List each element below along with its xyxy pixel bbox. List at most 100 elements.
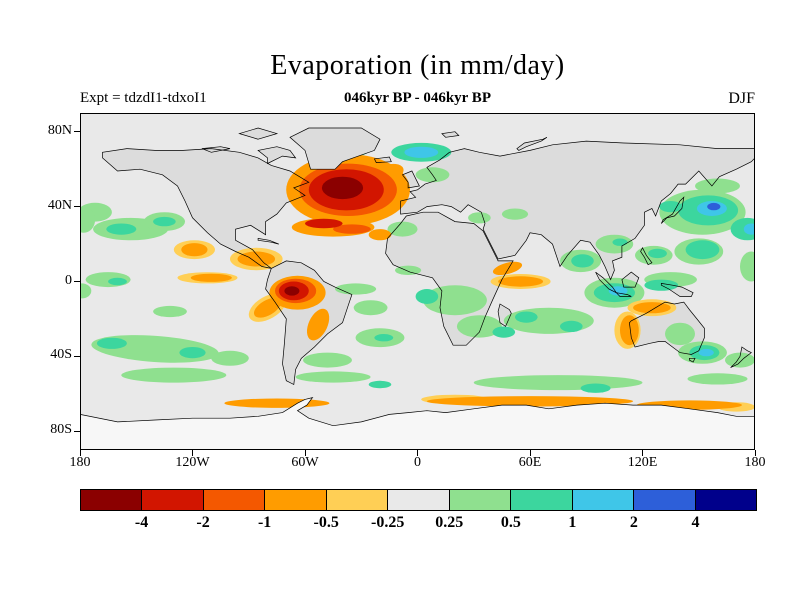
landmass-north-america <box>102 148 309 269</box>
coastline-novaya-zemlya <box>516 136 548 151</box>
coastline-baffin <box>257 146 297 165</box>
anomaly-region <box>571 254 594 268</box>
colorbar-cell--1-to--0.5 <box>265 490 327 510</box>
colorbar-cell--2-to--1 <box>203 490 266 510</box>
colorbar <box>80 489 757 511</box>
anomaly-region <box>153 305 187 318</box>
x-tick-label: 180 <box>69 455 91 470</box>
x-tick-mark <box>417 450 418 456</box>
anomaly-region <box>620 315 639 346</box>
anomaly-region <box>387 221 418 237</box>
y-tick-label: 40S <box>50 347 72 363</box>
colorbar-cell---4 <box>81 490 143 510</box>
coastline-philippines <box>640 247 653 266</box>
y-tick-mark <box>74 131 80 133</box>
subtitle-row: Expt = tdzdI1-tdxoI1 046kyr BP - 046kyr … <box>80 90 755 110</box>
anomaly-region <box>456 315 502 338</box>
y-tick-label: 80N <box>47 122 72 138</box>
coastline-new-zealand <box>730 346 752 368</box>
coastline-borneo <box>621 271 640 288</box>
anomaly-region <box>321 176 364 200</box>
y-tick-mark <box>74 281 80 282</box>
colorbar-label: 2 <box>629 514 638 531</box>
anomaly-region <box>665 322 695 346</box>
landmass-baffin <box>258 146 296 164</box>
colorbar-cell-0.5-to-1 <box>511 490 573 510</box>
landmass-novaya-zemlya <box>516 137 547 151</box>
world-map <box>80 113 755 450</box>
anomaly-region <box>179 347 206 359</box>
coastline-svalbard <box>441 131 460 138</box>
colorbar-labels: -4 -2 -1 -0.5 -0.25 0.25 0.5 1 2 4 <box>80 514 757 534</box>
anomaly-region <box>80 283 92 299</box>
anomaly-region <box>698 348 714 357</box>
anomaly-region <box>224 398 330 408</box>
colorbar-cell-0.25-to-0.5 <box>449 490 512 510</box>
colorbar-cell-2-to-4 <box>634 490 696 510</box>
coastline-victoria-island <box>201 146 231 153</box>
anomaly-region <box>515 311 538 323</box>
coastline-greenland <box>289 127 381 170</box>
anomaly-region <box>685 240 720 260</box>
anomaly-region <box>473 375 643 391</box>
coastline-australia <box>629 301 705 355</box>
coastline-ellesmere <box>238 127 279 140</box>
anomaly-region <box>426 396 634 407</box>
x-tick-label: 120W <box>175 455 210 470</box>
anomaly-region <box>96 337 127 349</box>
anomaly-region <box>612 238 628 246</box>
x-tick-label: 0 <box>414 455 421 470</box>
colorbar-label: -0.25 <box>371 514 405 531</box>
anomaly-region <box>395 265 422 275</box>
anomaly-region <box>492 326 516 338</box>
anomaly-region <box>695 178 740 194</box>
anomaly-region <box>306 308 330 341</box>
landmass-refill-greenland <box>290 128 380 170</box>
landmass-refill-antarctica <box>80 397 755 450</box>
coastline-eurasia <box>400 140 755 281</box>
colorbar-cell--0.25-to-0.25 <box>388 490 450 510</box>
colorbar-label: 4 <box>691 514 700 531</box>
y-tick-label: 80S <box>50 422 72 438</box>
coastline-japan <box>660 196 685 224</box>
x-tick-mark <box>192 450 193 456</box>
coastline-tasmania <box>689 357 696 363</box>
colorbar-label: -2 <box>196 514 210 531</box>
longitude-axis <box>0 455 800 475</box>
anomaly-region <box>353 300 388 316</box>
anomaly-region <box>305 218 343 229</box>
anomaly-region <box>725 352 755 368</box>
x-tick-mark <box>754 450 756 456</box>
y-tick-mark <box>74 430 80 432</box>
anomaly-region <box>492 261 523 276</box>
anomaly-region <box>730 217 755 241</box>
colorbar-cell--4 <box>695 490 756 510</box>
colorbar-cell-1-to-2 <box>572 490 635 510</box>
coastline-africa <box>385 211 514 346</box>
coastline-new-guinea <box>660 282 694 297</box>
anomaly-region <box>580 383 611 393</box>
anomaly-region <box>687 373 748 385</box>
anomaly-region <box>423 285 487 316</box>
x-tick-label: 60E <box>518 455 542 470</box>
y-tick-mark <box>74 355 80 357</box>
anomaly-region <box>181 243 208 257</box>
coastline-antarctica <box>80 397 755 450</box>
anomaly-region <box>659 201 682 213</box>
x-tick-mark <box>304 450 306 456</box>
x-tick-mark <box>79 450 81 456</box>
anomaly-region <box>106 223 137 235</box>
landmass-eurasia <box>400 141 755 280</box>
anomaly-region <box>295 371 371 383</box>
colorbar-label: 1 <box>568 514 577 531</box>
x-tick-label: 60W <box>291 455 319 470</box>
coastline-britain <box>401 170 420 189</box>
coastline-madagascar <box>497 303 512 327</box>
anomaly-region <box>648 248 667 259</box>
anomaly-region <box>253 297 282 318</box>
anomaly-region <box>368 229 392 241</box>
anomaly-region <box>633 302 671 314</box>
anomaly-region <box>740 251 755 282</box>
anomaly-region <box>80 206 96 233</box>
